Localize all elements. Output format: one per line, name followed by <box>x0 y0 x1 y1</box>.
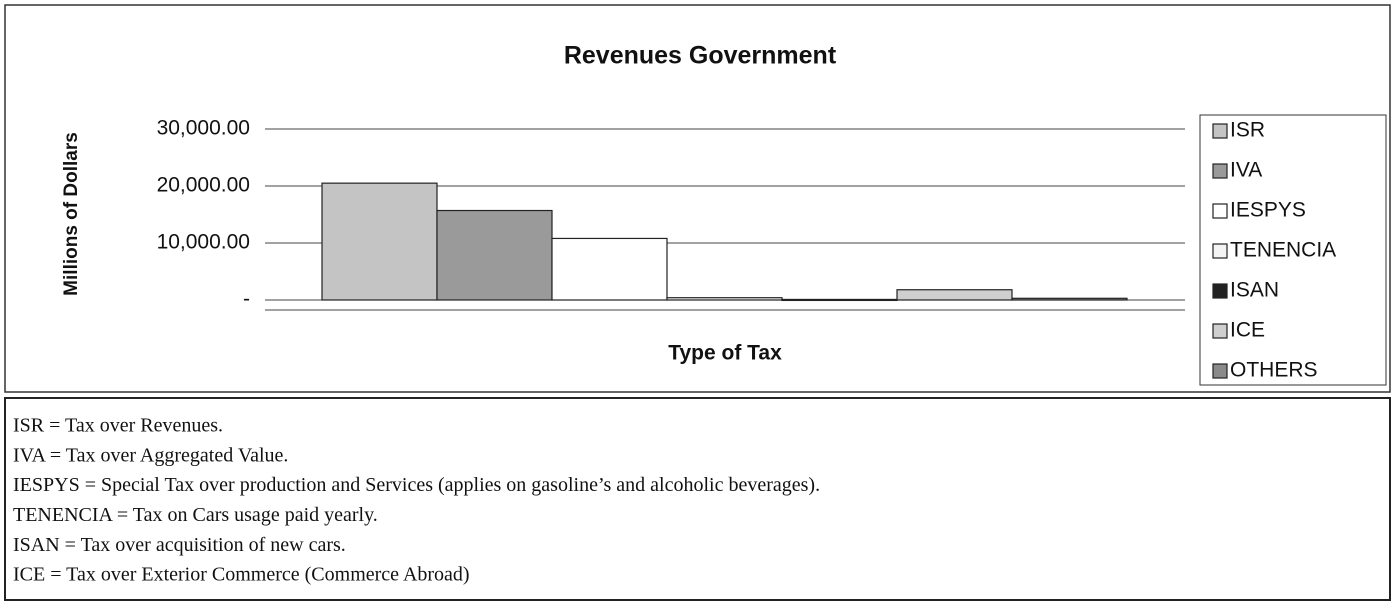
legend-label: ISR <box>1230 119 1265 142</box>
note-line: IVA = Tax over Aggregated Value. <box>13 444 288 466</box>
bar <box>436 209 553 301</box>
legend-swatch <box>1212 363 1228 379</box>
legend-swatch <box>1212 323 1228 339</box>
y-axis-label: Millions of Dollars <box>61 132 82 296</box>
legend-swatch <box>1212 203 1228 219</box>
legend-frame <box>1199 114 1387 386</box>
chart-frame <box>4 4 1391 393</box>
bar <box>321 182 438 301</box>
notes-frame <box>4 397 1391 601</box>
bar <box>666 297 783 301</box>
note-line: ISR = Tax over Revenues. <box>13 415 223 437</box>
y-tick-label: 30,000.00 <box>157 117 250 140</box>
note-line: IESPYS = Special Tax over production and… <box>13 474 820 496</box>
chart-title: Revenues Government <box>564 42 837 70</box>
legend-label: ISAN <box>1230 279 1279 302</box>
legend-label: OTHERS <box>1230 359 1318 382</box>
legend-swatch <box>1212 243 1228 259</box>
y-tick-label: 20,000.00 <box>157 174 250 197</box>
note-line: TENENCIA = Tax on Cars usage paid yearly… <box>13 504 378 526</box>
legend-label: ICE <box>1230 319 1265 342</box>
bar <box>781 298 898 302</box>
y-tick-label: - <box>243 288 250 311</box>
legend-swatch <box>1212 163 1228 179</box>
note-line: ISAN = Tax over acquisition of new cars. <box>13 534 346 556</box>
bar <box>896 289 1013 301</box>
legend-swatch <box>1212 123 1228 139</box>
x-axis-label: Type of Tax <box>668 342 782 365</box>
note-line: ICE = Tax over Exterior Commerce (Commer… <box>13 564 470 586</box>
y-tick-label: 10,000.00 <box>157 231 250 254</box>
bar <box>1011 297 1128 301</box>
legend-swatch <box>1212 283 1228 299</box>
legend-label: TENENCIA <box>1230 239 1336 262</box>
legend-label: IVA <box>1230 159 1262 182</box>
bar <box>551 237 668 301</box>
legend-label: IESPYS <box>1230 199 1306 222</box>
